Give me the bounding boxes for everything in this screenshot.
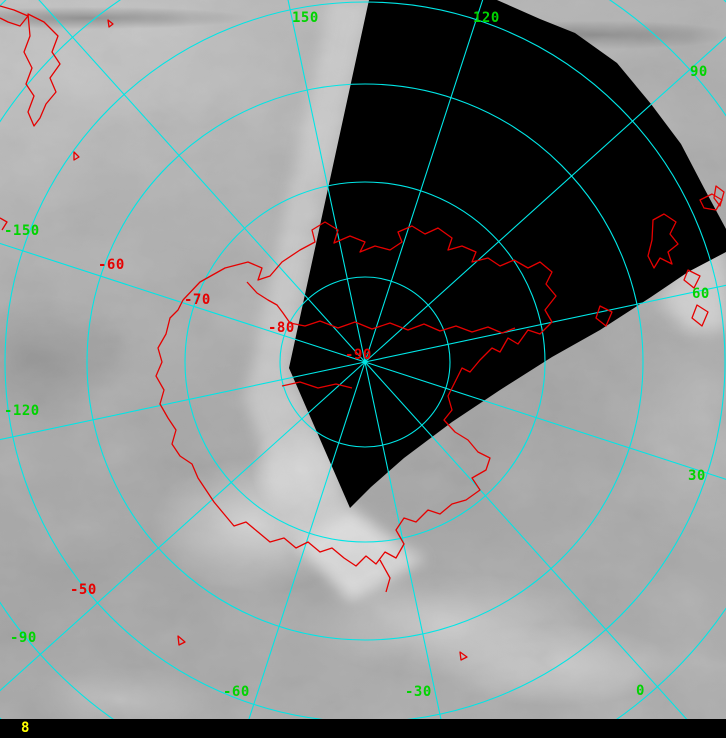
coastline-path [23, 13, 61, 127]
meridian-line--150 [0, 242, 366, 363]
meridian-line-30 [364, 361, 726, 480]
meridian-line--30 [364, 361, 446, 738]
caption-bar: 8 TARCTIC COMPOSITE WATER VAPOR IMAGE 9 … [0, 719, 726, 738]
coastline-path [0, 217, 8, 231]
longitude-label: -150 [4, 223, 40, 239]
coastline-path [595, 305, 613, 327]
longitude-label: 150 [292, 10, 319, 26]
coastline-path [647, 213, 679, 269]
meridian-line--90 [0, 361, 366, 692]
longitude-label: -60 [223, 684, 250, 700]
latitude-label: -70 [184, 292, 211, 308]
coastline-path [379, 559, 391, 593]
meridian-line-60 [364, 284, 726, 363]
latitude-circle [86, 83, 644, 641]
meridian-line-150 [287, 0, 366, 363]
coastline-layer [0, 5, 725, 661]
longitude-label: -30 [405, 684, 432, 700]
longitude-label: 60 [692, 286, 710, 302]
longitude-label: 90 [690, 64, 708, 80]
coastline-path [155, 221, 557, 567]
no-data-wedge [289, 0, 726, 508]
coastline-path [107, 19, 114, 28]
longitude-label: 30 [688, 468, 706, 484]
longitude-label: 120 [473, 10, 500, 26]
coastline-path [683, 269, 701, 289]
longitude-label: -90 [10, 630, 37, 646]
meridian-line-120 [364, 0, 484, 363]
meridian-line--60 [242, 361, 366, 738]
latitude-label: -90 [345, 347, 372, 363]
coastline-path [281, 381, 353, 389]
latitude-circle [279, 276, 451, 448]
coastline-path [691, 304, 709, 327]
station-marker: 8 [21, 720, 30, 736]
coastline-path [713, 185, 725, 207]
meridian-line-180 [38, 0, 366, 363]
meridian-line--120 [0, 361, 366, 441]
longitude-label: 0 [636, 683, 645, 699]
meridian-line-0 [364, 361, 705, 738]
meridian-line-90 [364, 36, 726, 363]
coastline-path [177, 635, 186, 646]
latitude-label: -50 [70, 582, 97, 598]
longitude-label: -120 [4, 403, 40, 419]
coastline-path [459, 651, 468, 661]
latitude-circle [184, 181, 546, 543]
coastline-path [246, 281, 516, 334]
latitude-label: -80 [268, 320, 295, 336]
coastline-path [73, 151, 80, 161]
coastline-path [0, 5, 29, 27]
latitude-label: -60 [98, 257, 125, 273]
